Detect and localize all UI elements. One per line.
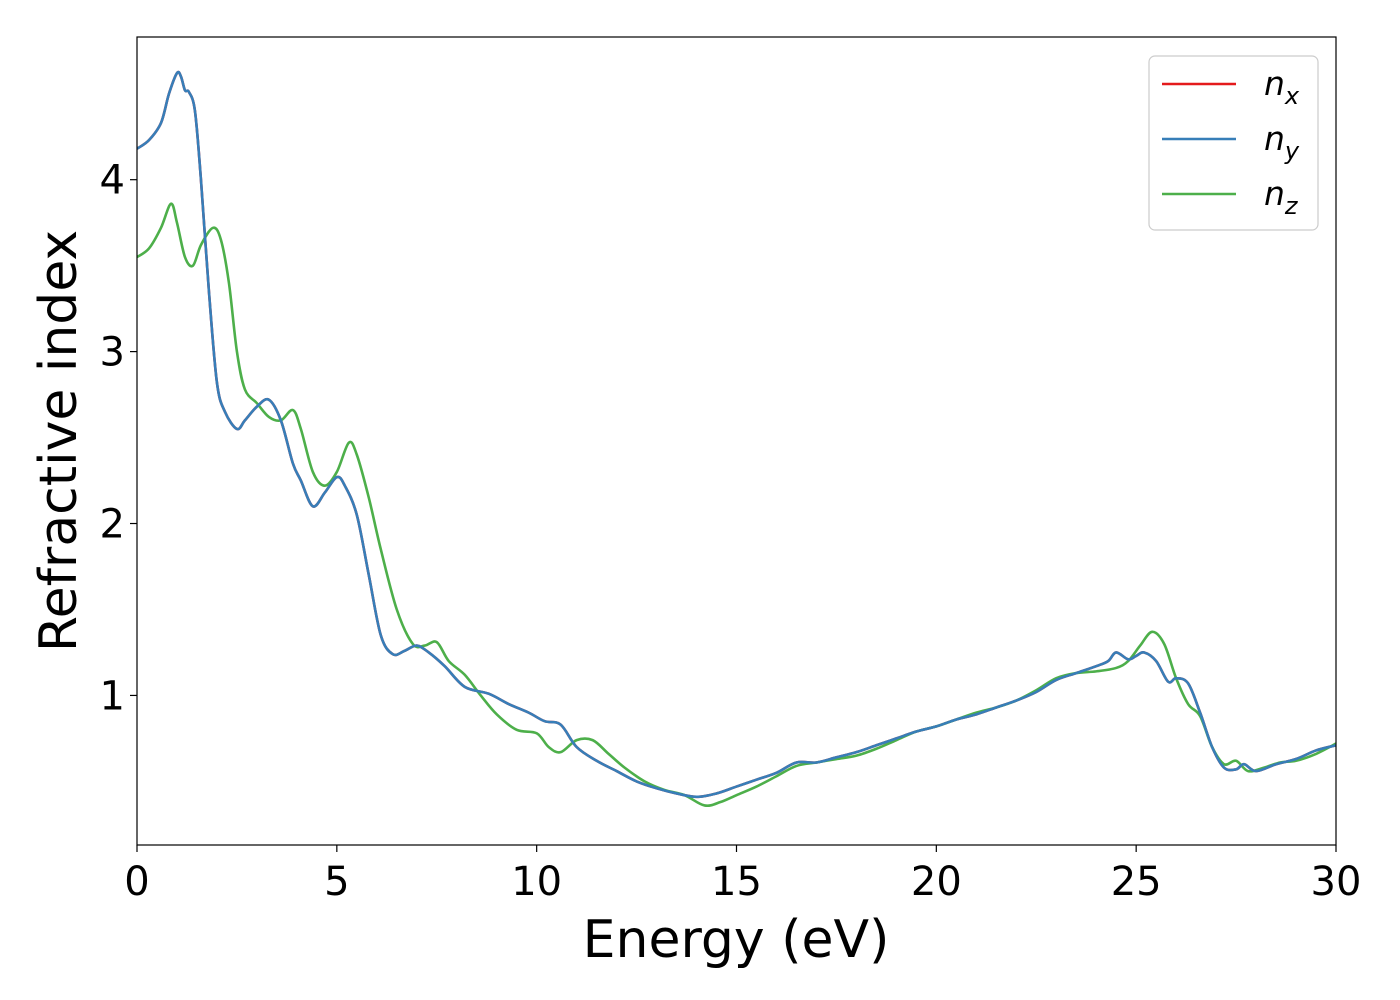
legend-label-main: n bbox=[1264, 174, 1285, 213]
y-tick-label: 2 bbox=[100, 502, 125, 548]
x-tick-label: 30 bbox=[1311, 859, 1362, 905]
y-axis-ticks: 1 2 3 4 bbox=[100, 158, 137, 719]
x-tick-label: 25 bbox=[1111, 859, 1162, 905]
legend-label-subscript: y bbox=[1284, 137, 1300, 165]
legend-label-subscript: z bbox=[1284, 192, 1299, 220]
legend-label-main: n bbox=[1264, 119, 1285, 158]
x-tick-label: 5 bbox=[324, 859, 349, 905]
x-tick-label: 15 bbox=[711, 859, 762, 905]
legend-label-x: nx bbox=[1264, 64, 1300, 110]
x-axis-ticks: 0 5 10 15 20 25 30 bbox=[124, 845, 1361, 905]
legend-label-subscript: x bbox=[1284, 82, 1300, 110]
x-tick-label: 10 bbox=[511, 859, 562, 905]
plot-background bbox=[137, 37, 1336, 845]
series-line-z bbox=[137, 202, 1336, 808]
legend-frame bbox=[1148, 55, 1319, 231]
y-tick-label: 3 bbox=[100, 330, 125, 376]
legend-label-y: ny bbox=[1264, 119, 1300, 165]
series-layer bbox=[137, 70, 1336, 808]
y-axis-label: Refractive index bbox=[29, 230, 89, 652]
legend-label-main: n bbox=[1264, 64, 1285, 103]
series-line-y bbox=[137, 70, 1336, 799]
y-tick-label: 4 bbox=[100, 158, 125, 204]
x-tick-label: 0 bbox=[124, 859, 149, 905]
x-tick-label: 20 bbox=[911, 859, 962, 905]
x-axis-label: Energy (eV) bbox=[583, 910, 890, 970]
y-tick-label: 1 bbox=[100, 673, 125, 719]
legend-label-z: nz bbox=[1264, 174, 1299, 220]
